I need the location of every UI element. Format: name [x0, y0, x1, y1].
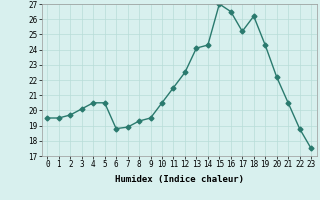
X-axis label: Humidex (Indice chaleur): Humidex (Indice chaleur) — [115, 175, 244, 184]
